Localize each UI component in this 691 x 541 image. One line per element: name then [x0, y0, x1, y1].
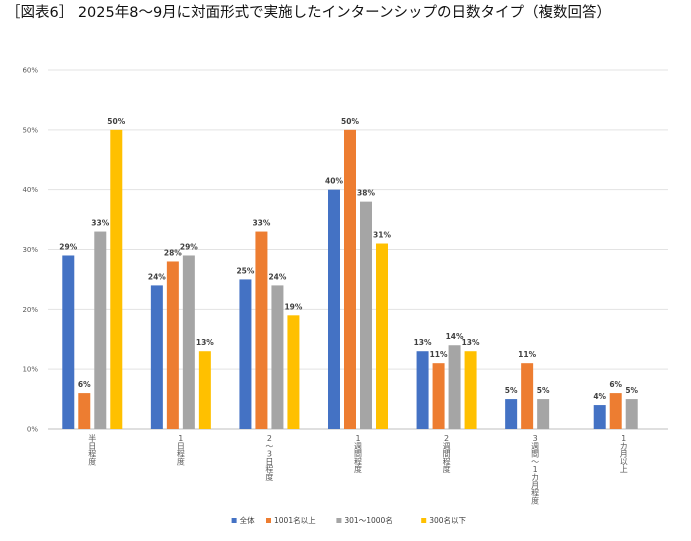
y-tick-label: 30% — [22, 246, 38, 254]
data-label: 11% — [518, 350, 536, 359]
data-label: 40% — [325, 177, 343, 186]
x-category-label: 3 週間〜 1 カ月程度 — [531, 434, 539, 505]
bars — [62, 129, 638, 430]
x-axis: 半日程度 1 日程度 2 〜 3 日程度 1 週間程度 2 週間程度 3 週間〜 1 カ月程度 1 カ月以上 — [88, 433, 627, 505]
data-label: 19% — [284, 302, 302, 311]
y-tick-label: 40% — [22, 186, 38, 194]
y-tick-label: 50% — [22, 126, 38, 134]
data-label: 5% — [537, 386, 550, 395]
data-label: 24% — [148, 272, 166, 281]
data-label: 50% — [341, 117, 359, 126]
data-label: 13% — [196, 338, 214, 347]
data-label: 33% — [252, 219, 270, 228]
bar — [328, 189, 340, 429]
x-category-label: 1 日程度 — [177, 434, 185, 466]
y-axis: 0% 10% 20% 30% 40% 50% 60% — [22, 67, 38, 434]
legend-swatch — [421, 518, 427, 523]
data-labels: 29%24%25%40%13%5%4%6%28%33%50%11% 11%6%33… — [59, 117, 638, 401]
legend: 全体 1001名以上 301〜1000名 300名以下 — [231, 515, 467, 525]
bar — [255, 231, 268, 429]
data-label: 4% — [593, 392, 606, 401]
gridlines — [48, 69, 668, 430]
bar — [78, 393, 91, 429]
bar — [448, 345, 461, 429]
bar — [271, 285, 284, 429]
x-category-label: 1 週間程度 — [354, 434, 362, 474]
chart-title: ［図表6］ 2025年8〜9月に対面形式で実施したインターンシップの日数タイプ（… — [6, 5, 611, 21]
bar — [182, 255, 195, 429]
x-category-label: 2 〜 3 日程度 — [265, 434, 273, 482]
legend-swatch — [231, 518, 237, 523]
bar — [62, 255, 75, 429]
x-category-label: 1 カ月以上 — [620, 434, 628, 474]
y-tick-label: 10% — [22, 366, 38, 374]
bar — [376, 243, 388, 429]
bar — [609, 393, 622, 429]
bar — [521, 363, 534, 429]
data-label: 5% — [505, 386, 518, 395]
bar — [150, 285, 163, 429]
bar — [537, 399, 550, 429]
data-label: 29% — [180, 242, 198, 251]
legend-swatch — [336, 518, 342, 523]
data-label: 14% — [446, 332, 464, 341]
bar — [166, 261, 179, 429]
data-label: 24% — [268, 272, 286, 281]
bar — [94, 231, 107, 429]
bar — [239, 279, 252, 429]
bar — [625, 399, 638, 429]
data-label: 31% — [373, 231, 391, 240]
legend-label: 300名以下 — [429, 515, 466, 525]
y-tick-label: 0% — [27, 426, 38, 434]
bar — [464, 351, 477, 429]
legend-label: 全体 — [240, 515, 255, 525]
legend-label: 301〜1000名 — [344, 515, 392, 525]
data-label: 6% — [609, 380, 622, 389]
legend-label: 1001名以上 — [274, 515, 316, 525]
data-label: 6% — [78, 380, 91, 389]
data-label: 38% — [357, 189, 375, 198]
data-label: 50% — [107, 117, 125, 126]
y-tick-label: 60% — [22, 67, 38, 75]
data-label: 29% — [59, 242, 77, 251]
bar — [287, 315, 300, 429]
bar — [110, 129, 123, 430]
bar — [593, 405, 606, 429]
data-label: 13% — [462, 338, 480, 347]
data-label: 28% — [164, 248, 182, 257]
x-category-label: 2 週間程度 — [443, 434, 451, 474]
data-label: 33% — [91, 219, 109, 228]
data-label: 11% — [430, 350, 448, 359]
bar — [505, 399, 518, 429]
bar — [360, 201, 372, 429]
data-label: 13% — [414, 338, 432, 347]
x-category-label: 半日程度 — [88, 433, 96, 466]
bar — [416, 351, 429, 429]
bar — [344, 129, 356, 430]
bar — [432, 363, 445, 429]
data-label: 5% — [625, 386, 638, 395]
data-label: 25% — [236, 266, 254, 275]
bar — [198, 351, 211, 429]
y-tick-label: 20% — [22, 306, 38, 314]
legend-swatch — [266, 518, 271, 523]
